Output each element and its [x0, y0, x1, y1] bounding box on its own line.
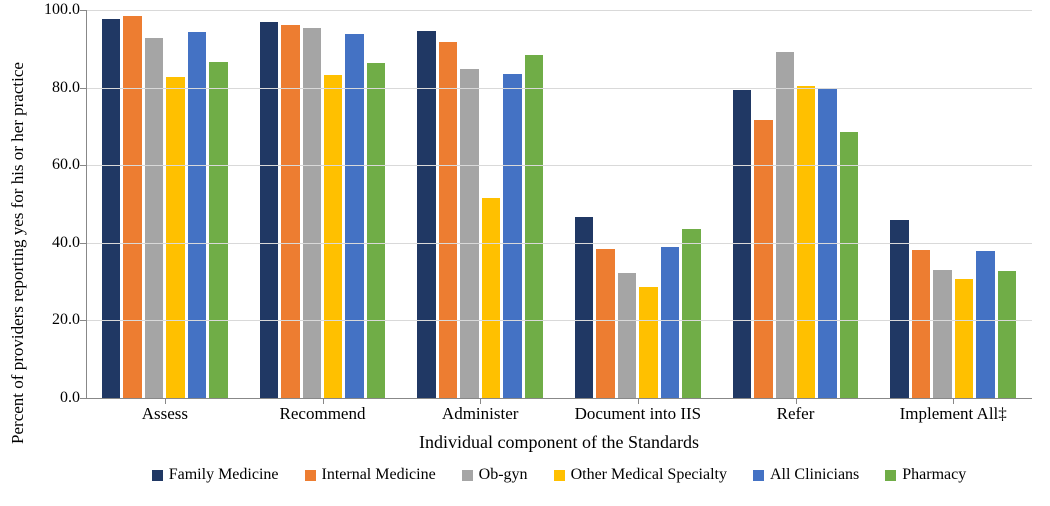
bar-group: Implement All‡	[874, 10, 1032, 398]
gridline	[86, 243, 1032, 244]
legend-label: Family Medicine	[169, 466, 279, 484]
bar	[260, 22, 278, 398]
bar	[776, 52, 794, 398]
y-tick-label: 80.0	[52, 79, 80, 97]
bar	[596, 249, 614, 398]
x-category-label: Document into IIS	[559, 404, 717, 424]
bar-group: Administer	[401, 10, 559, 398]
x-category-label: Administer	[401, 404, 559, 424]
gridline	[86, 398, 1032, 399]
bar	[890, 220, 908, 398]
legend-label: Pharmacy	[902, 466, 966, 484]
legend-label: All Clinicians	[770, 466, 859, 484]
y-axis-label: Percent of providers reporting yes for h…	[4, 0, 32, 506]
gridline	[86, 320, 1032, 321]
bar-group: Assess	[86, 10, 244, 398]
bar	[417, 31, 435, 398]
legend-swatch	[152, 470, 163, 481]
bar	[482, 198, 500, 398]
bar	[955, 279, 973, 398]
bar	[281, 25, 299, 398]
y-tick-label: 0.0	[60, 389, 80, 407]
bar	[976, 251, 994, 398]
bar	[840, 132, 858, 398]
y-tickmark	[80, 398, 86, 399]
bar	[102, 19, 120, 398]
bar	[912, 250, 930, 398]
bar	[209, 62, 227, 398]
bar	[998, 271, 1016, 398]
y-tick-label: 100.0	[44, 1, 80, 19]
legend-swatch	[554, 470, 565, 481]
legend-item: Other Medical Specialty	[554, 466, 727, 484]
bar	[933, 270, 951, 398]
legend-label: Other Medical Specialty	[571, 466, 727, 484]
bar	[367, 63, 385, 398]
legend-swatch	[885, 470, 896, 481]
bar-group: Recommend	[244, 10, 402, 398]
y-tick-label: 60.0	[52, 156, 80, 174]
bar	[682, 229, 700, 398]
legend: Family Medicine Internal Medicine Ob-gyn Ot…	[86, 466, 1032, 484]
chart-container: Percent of providers reporting yes for h…	[0, 0, 1050, 506]
legend-swatch	[462, 470, 473, 481]
bar	[503, 74, 521, 398]
legend-swatch	[753, 470, 764, 481]
bar	[439, 42, 457, 398]
y-tick-label: 20.0	[52, 311, 80, 329]
y-tick-label: 40.0	[52, 234, 80, 252]
gridline	[86, 10, 1032, 11]
y-axis-label-text: Percent of providers reporting yes for h…	[8, 62, 28, 444]
legend-swatch	[305, 470, 316, 481]
bar	[525, 55, 543, 398]
x-category-label: Recommend	[244, 404, 402, 424]
legend-item: Ob-gyn	[462, 466, 528, 484]
x-category-label: Implement All‡	[874, 404, 1032, 424]
plot-area: AssessRecommendAdministerDocument into I…	[86, 10, 1032, 398]
y-axis-line	[86, 10, 87, 398]
legend-label: Ob-gyn	[479, 466, 528, 484]
bar	[303, 28, 321, 398]
bar	[123, 16, 141, 398]
bar	[618, 273, 636, 398]
bar	[166, 77, 184, 398]
gridline	[86, 165, 1032, 166]
bar	[145, 38, 163, 398]
bar-group: Refer	[717, 10, 875, 398]
bar-groups: AssessRecommendAdministerDocument into I…	[86, 10, 1032, 398]
bar	[661, 247, 679, 398]
legend-item: Pharmacy	[885, 466, 966, 484]
bar-group: Document into IIS	[559, 10, 717, 398]
bar	[639, 287, 657, 398]
bar	[460, 69, 478, 398]
x-axis-label: Individual component of the Standards	[86, 432, 1032, 453]
legend-item: Family Medicine	[152, 466, 279, 484]
legend-label: Internal Medicine	[322, 466, 436, 484]
gridline	[86, 88, 1032, 89]
legend-item: Internal Medicine	[305, 466, 436, 484]
bar	[575, 217, 593, 398]
x-category-label: Assess	[86, 404, 244, 424]
bar	[754, 120, 772, 398]
x-category-label: Refer	[717, 404, 875, 424]
bar	[733, 90, 751, 398]
legend-item: All Clinicians	[753, 466, 859, 484]
bar	[324, 75, 342, 398]
